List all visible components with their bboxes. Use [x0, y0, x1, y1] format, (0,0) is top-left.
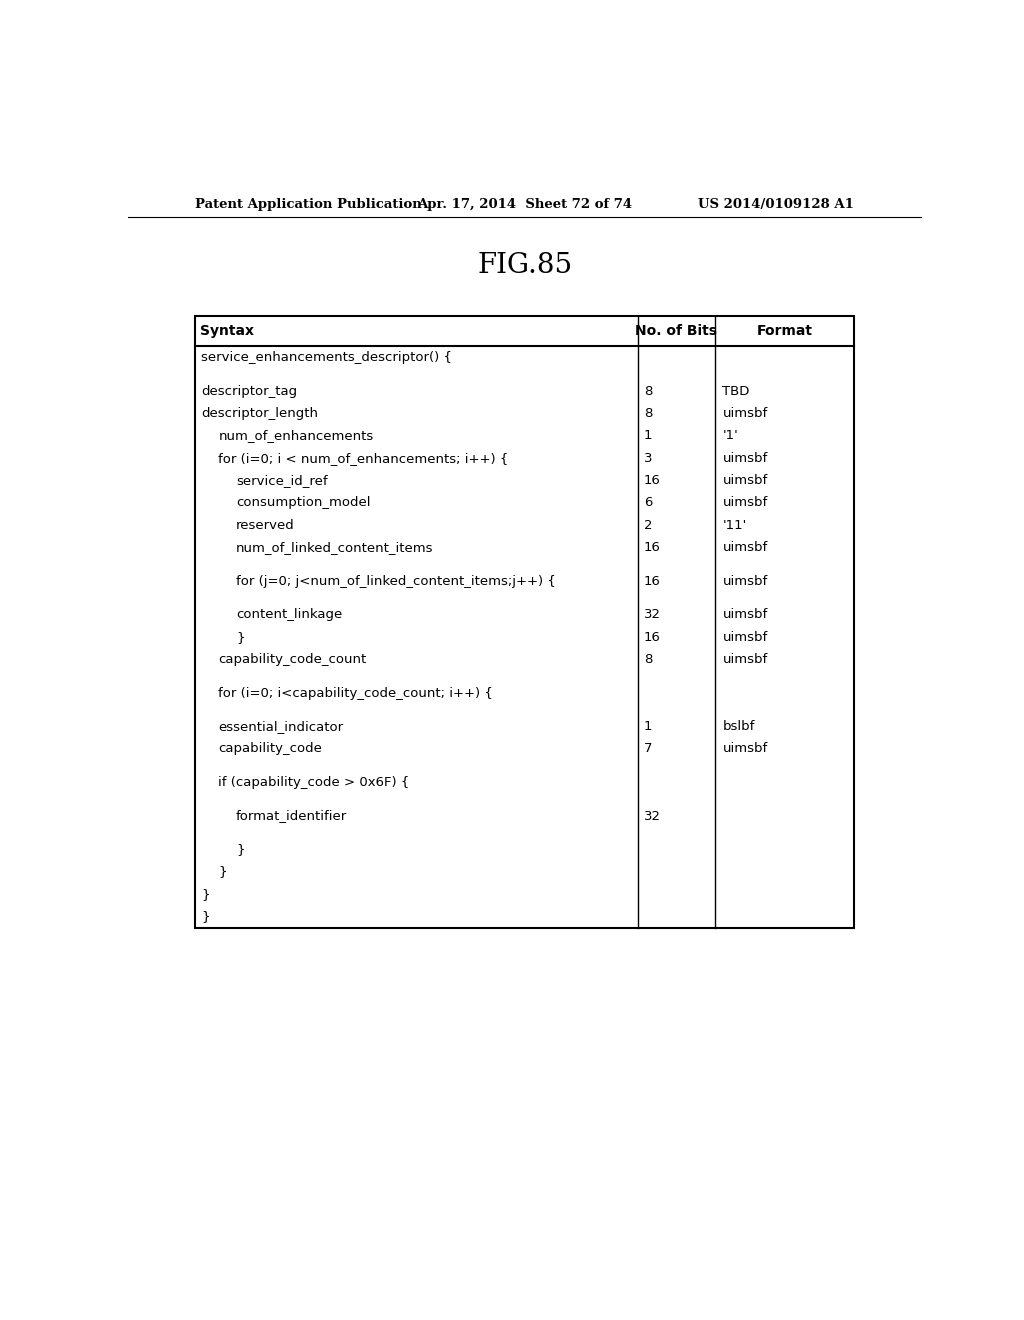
Text: TBD: TBD: [723, 384, 750, 397]
Text: 8: 8: [644, 407, 652, 420]
Text: }: }: [236, 843, 245, 857]
Text: format_identifier: format_identifier: [236, 809, 347, 822]
Text: num_of_linked_content_items: num_of_linked_content_items: [236, 541, 433, 554]
Text: service_id_ref: service_id_ref: [236, 474, 328, 487]
Bar: [196, 315, 854, 928]
Text: num_of_enhancements: num_of_enhancements: [218, 429, 374, 442]
Text: 16: 16: [644, 574, 660, 587]
Text: uimsbf: uimsbf: [723, 496, 768, 510]
Text: No. of Bits: No. of Bits: [635, 325, 717, 338]
Text: 7: 7: [644, 742, 652, 755]
Text: 32: 32: [644, 609, 660, 622]
Text: bslbf: bslbf: [723, 721, 755, 733]
Text: 8: 8: [644, 384, 652, 397]
Text: }: }: [201, 888, 210, 900]
Text: uimsbf: uimsbf: [723, 653, 768, 667]
Text: '11': '11': [723, 519, 746, 532]
Text: if (capability_code > 0x6F) {: if (capability_code > 0x6F) {: [218, 776, 410, 789]
Text: Syntax: Syntax: [201, 325, 254, 338]
Text: Format: Format: [757, 325, 812, 338]
Text: 1: 1: [644, 429, 652, 442]
Text: capability_code_count: capability_code_count: [218, 653, 367, 667]
Text: reserved: reserved: [236, 519, 295, 532]
Text: uimsbf: uimsbf: [723, 474, 768, 487]
Text: 16: 16: [644, 541, 660, 554]
Text: essential_indicator: essential_indicator: [218, 721, 344, 733]
Text: 3: 3: [644, 451, 652, 465]
Text: }: }: [201, 909, 210, 923]
Text: 16: 16: [644, 631, 660, 644]
Text: 1: 1: [644, 721, 652, 733]
Text: }: }: [218, 866, 227, 878]
Text: }: }: [236, 631, 245, 644]
Text: 8: 8: [644, 653, 652, 667]
Text: Patent Application Publication: Patent Application Publication: [196, 198, 422, 211]
Text: for (j=0; j<num_of_linked_content_items;j++) {: for (j=0; j<num_of_linked_content_items;…: [236, 574, 556, 587]
Text: 32: 32: [644, 809, 660, 822]
Text: FIG.85: FIG.85: [477, 252, 572, 279]
Text: '1': '1': [723, 429, 738, 442]
Text: for (i=0; i<capability_code_count; i++) {: for (i=0; i<capability_code_count; i++) …: [218, 686, 494, 700]
Text: uimsbf: uimsbf: [723, 451, 768, 465]
Text: uimsbf: uimsbf: [723, 631, 768, 644]
Text: uimsbf: uimsbf: [723, 742, 768, 755]
Text: US 2014/0109128 A1: US 2014/0109128 A1: [698, 198, 854, 211]
Text: descriptor_tag: descriptor_tag: [201, 384, 297, 397]
Text: uimsbf: uimsbf: [723, 609, 768, 622]
Text: Apr. 17, 2014  Sheet 72 of 74: Apr. 17, 2014 Sheet 72 of 74: [417, 198, 633, 211]
Text: consumption_model: consumption_model: [236, 496, 371, 510]
Text: 16: 16: [644, 474, 660, 487]
Text: service_enhancements_descriptor() {: service_enhancements_descriptor() {: [201, 351, 452, 364]
Text: uimsbf: uimsbf: [723, 407, 768, 420]
Text: descriptor_length: descriptor_length: [201, 407, 318, 420]
Text: 6: 6: [644, 496, 652, 510]
Text: uimsbf: uimsbf: [723, 574, 768, 587]
Text: uimsbf: uimsbf: [723, 541, 768, 554]
Text: capability_code: capability_code: [218, 742, 323, 755]
Text: 2: 2: [644, 519, 652, 532]
Text: content_linkage: content_linkage: [236, 609, 342, 622]
Text: for (i=0; i < num_of_enhancements; i++) {: for (i=0; i < num_of_enhancements; i++) …: [218, 451, 509, 465]
